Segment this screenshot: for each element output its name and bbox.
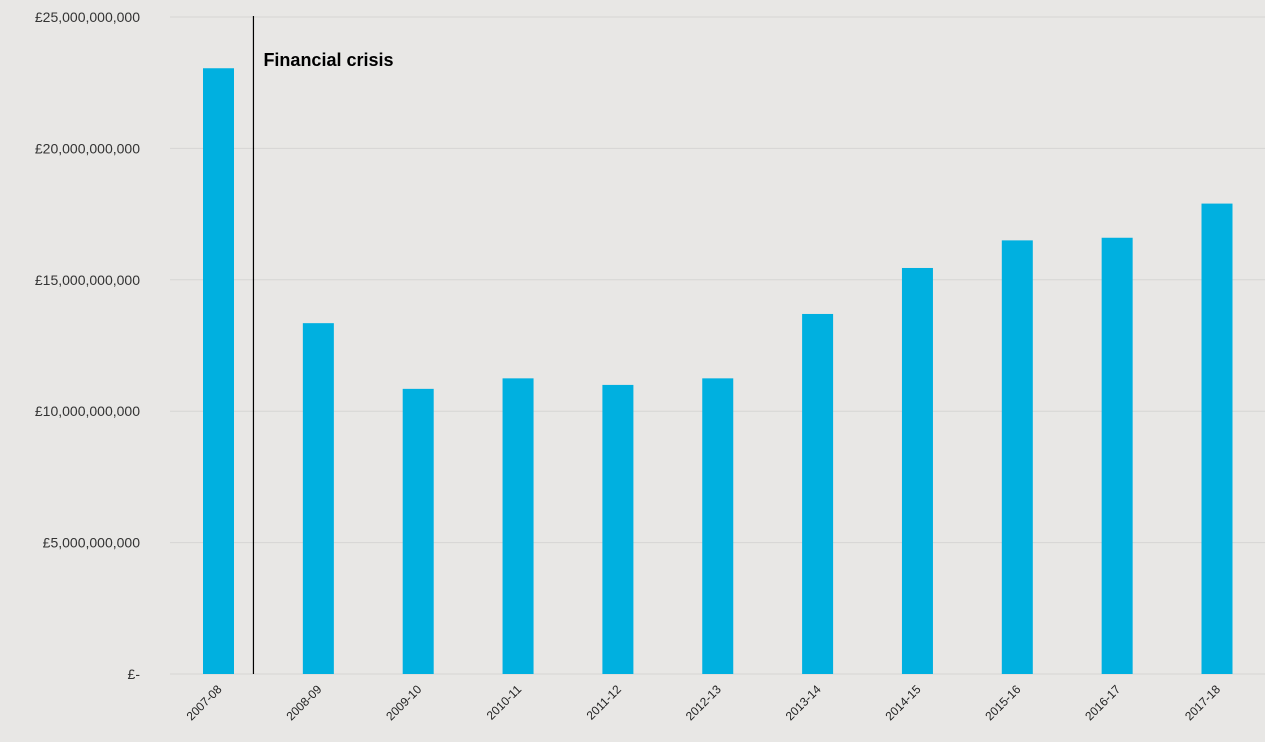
bar-2008-09	[302, 323, 334, 674]
y-tick-label: £20,000,000,000	[35, 140, 140, 156]
x-tick-label: 2010-11	[484, 682, 525, 723]
x-tick-label: 2016-17	[1082, 682, 1123, 723]
bar-2012-13	[702, 378, 734, 674]
x-tick-label: 2008-09	[283, 682, 324, 723]
financial-crisis-annotation: Financial crisis	[263, 50, 393, 70]
bar-2015-16	[1001, 240, 1033, 674]
bar-2007-08	[203, 68, 234, 675]
y-tick-label: £25,000,000,000	[35, 9, 140, 25]
bar-2013-14	[802, 313, 834, 674]
x-axis-tick-labels: 2007-08 2008-09 2009-10 2010-11 2011-12 2012-…	[184, 682, 1224, 723]
y-tick-label: £10,000,000,000	[35, 403, 140, 419]
x-tick-label: 2011-12	[584, 682, 625, 723]
y-tick-label: £5,000,000,000	[43, 535, 141, 551]
y-tick-label: £-	[128, 666, 141, 682]
bar-2017-18	[1201, 203, 1233, 674]
x-tick-label: 2015-16	[982, 682, 1023, 723]
y-tick-label: £15,000,000,000	[35, 272, 140, 288]
x-tick-label: 2009-10	[383, 682, 424, 723]
bar-2009-10	[402, 388, 434, 674]
y-axis-tick-labels: £- £5,000,000,000 £10,000,000,000 £15,000,0…	[35, 9, 140, 682]
x-tick-label: 2012-13	[683, 682, 724, 723]
x-tick-label: 2014-15	[883, 682, 924, 723]
bars	[203, 68, 1233, 675]
bar-2016-17	[1101, 237, 1133, 674]
bar-2011-12	[602, 384, 634, 674]
x-tick-label: 2017-18	[1182, 682, 1223, 723]
bar-2010-11	[502, 378, 534, 674]
x-tick-label: 2007-08	[184, 682, 225, 723]
x-tick-label: 2013-14	[783, 682, 824, 723]
bar-2014-15	[901, 267, 933, 674]
